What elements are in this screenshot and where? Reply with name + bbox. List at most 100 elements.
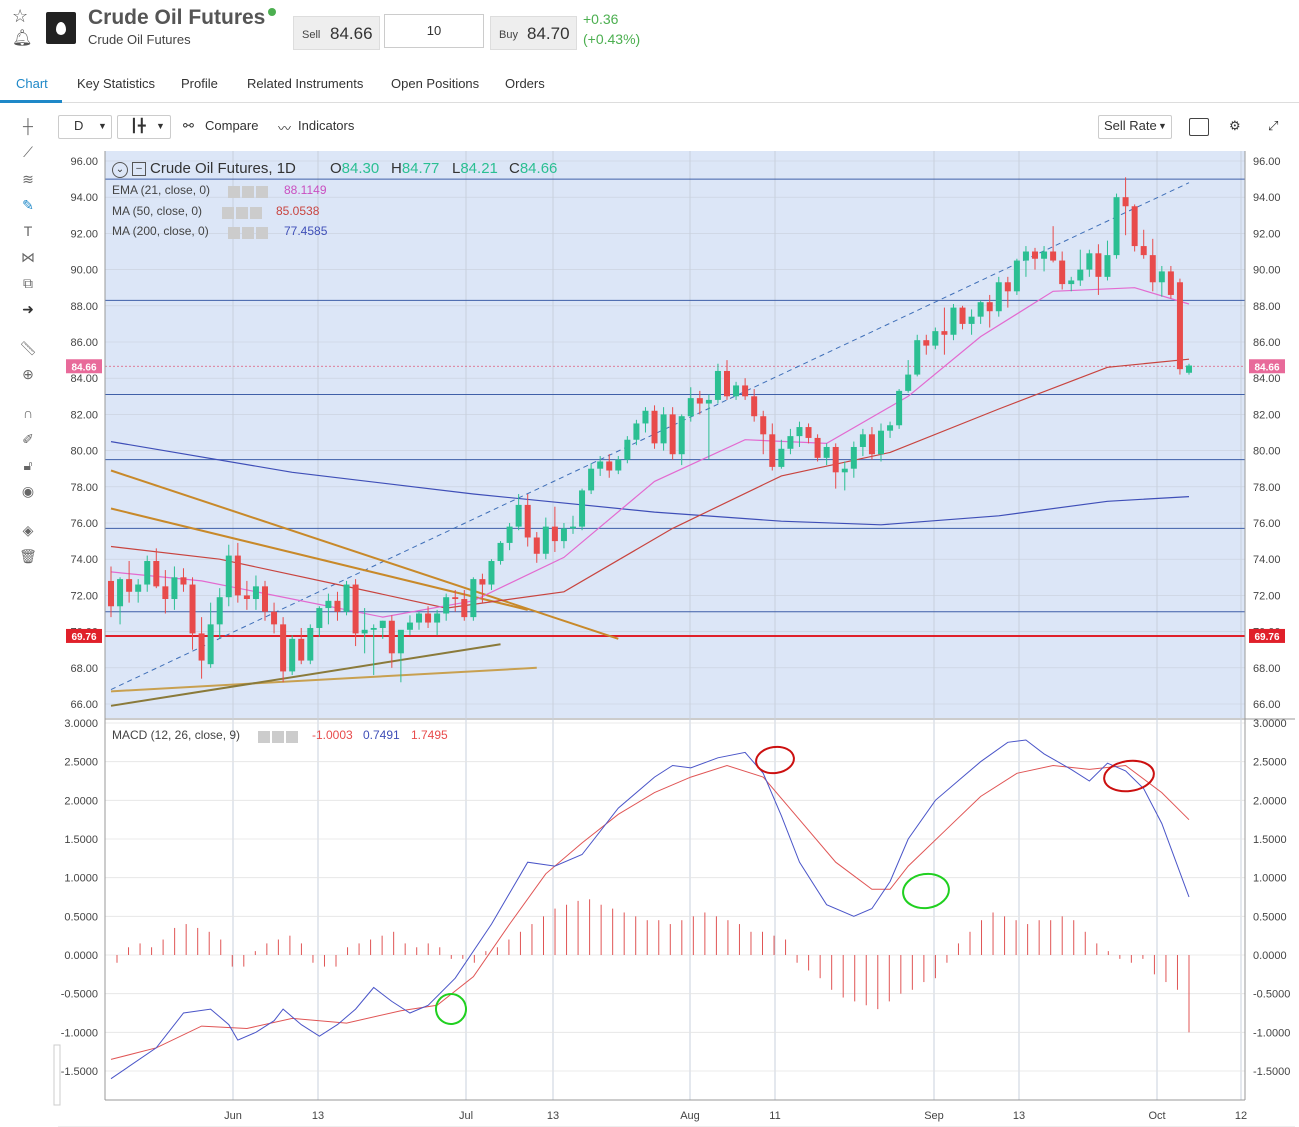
candle-body xyxy=(397,629,404,654)
candle-body xyxy=(280,624,287,672)
chart-type-select[interactable] xyxy=(117,115,171,139)
sell-price: 84.66 xyxy=(330,24,373,43)
candle-body xyxy=(1122,197,1129,207)
candle-body xyxy=(1095,253,1102,277)
pattern-icon[interactable]: ⋈ xyxy=(21,249,35,265)
candle-body xyxy=(923,340,930,346)
bell-icon[interactable]: 🔔︎ xyxy=(12,30,33,47)
candle-body xyxy=(1059,260,1066,285)
trend-line xyxy=(110,469,619,640)
candle-body xyxy=(515,504,522,527)
layers-icon[interactable]: ◈ xyxy=(22,522,34,538)
arrow-icon[interactable]: ➜ xyxy=(22,301,34,317)
macd-pane xyxy=(105,720,1245,1100)
legend-open: O84.30 xyxy=(330,160,379,177)
tab-chart[interactable]: Chart xyxy=(16,76,48,91)
candle-body xyxy=(506,526,513,543)
candle-body xyxy=(370,627,377,630)
buy-button[interactable]: Buy 84.70 xyxy=(490,16,577,50)
macd-axis-label-left: 2.0000 xyxy=(64,795,98,807)
candle-body xyxy=(1158,271,1165,283)
instrument-title: Crude Oil Futures xyxy=(88,6,266,29)
interval-select[interactable] xyxy=(58,115,112,139)
projection-icon[interactable]: ⧉ xyxy=(23,275,33,291)
minimize-icon[interactable]: – xyxy=(132,162,146,176)
tab-key-statistics[interactable]: Key Statistics xyxy=(77,76,156,91)
ma200-controls[interactable] xyxy=(226,225,268,239)
tab-orders[interactable]: Orders xyxy=(505,76,545,91)
ma50-controls[interactable] xyxy=(220,205,262,219)
candle-body xyxy=(470,579,477,618)
price-axis-label-left: 90.00 xyxy=(70,265,98,277)
expand-icon[interactable]: ⤢ xyxy=(1268,118,1279,133)
candle-body xyxy=(416,613,422,623)
price-axis-label-left: 68.00 xyxy=(70,663,98,675)
fullscreen-toggle[interactable] xyxy=(1189,118,1209,136)
market-open-indicator xyxy=(268,8,276,16)
close-label: C xyxy=(509,160,520,177)
eye-icon[interactable]: ◉ xyxy=(21,483,35,499)
text-icon[interactable]: T xyxy=(23,223,33,239)
fib-icon[interactable]: ≋ xyxy=(22,171,34,187)
ruler-icon[interactable]: 📏︎ xyxy=(19,340,37,356)
star-icon[interactable]: ☆ xyxy=(12,6,29,26)
brush-icon[interactable]: ✎ xyxy=(22,197,34,213)
gear-icon[interactable]: ⚙ xyxy=(1229,118,1241,133)
macd-controls[interactable] xyxy=(256,729,298,743)
indicators-button[interactable]: Indicators xyxy=(298,118,355,133)
macd-axis-label-right: 2.0000 xyxy=(1253,795,1287,807)
candle-body xyxy=(325,600,332,609)
candle-body xyxy=(334,600,341,612)
candle-body xyxy=(479,579,486,585)
lock-drawings-icon[interactable]: ✐ xyxy=(22,431,34,447)
candle-body xyxy=(1022,251,1029,261)
candle-body xyxy=(615,459,622,471)
ma50-legend[interactable]: MA (50, close, 0) 85.0538 xyxy=(112,204,319,219)
ma200-value: 77.4585 xyxy=(284,224,328,238)
candle-body xyxy=(760,416,767,435)
candle-body xyxy=(678,416,685,455)
tab-open-positions[interactable]: Open Positions xyxy=(391,76,480,91)
trash-icon[interactable]: 🗑︎ xyxy=(19,548,37,564)
sell-button[interactable]: Sell 84.66 xyxy=(293,16,380,50)
ma200-legend[interactable]: MA (200, close, 0) 77.4585 xyxy=(112,224,327,239)
collapse-icon[interactable]: ⌄ xyxy=(112,162,128,178)
magnet-icon[interactable]: ∩ xyxy=(22,405,34,421)
macd-line xyxy=(110,739,1190,1080)
candle-body xyxy=(724,370,730,397)
time-axis-label: Jul xyxy=(459,1110,473,1122)
lock-icon[interactable]: 🔓︎ xyxy=(23,457,33,473)
candle-body xyxy=(769,434,776,467)
price-axis-label-left: 76.00 xyxy=(70,518,98,530)
zoom-in-icon[interactable]: ⊕ xyxy=(22,366,34,382)
instrument-header: ☆ 🔔︎ Crude Oil Futures Crude Oil Futures… xyxy=(0,0,1299,64)
macd-axis-label-right: 2.5000 xyxy=(1253,757,1287,769)
compare-button[interactable]: Compare xyxy=(205,118,259,133)
quantity-input[interactable]: 10 xyxy=(384,14,484,48)
rate-select[interactable] xyxy=(1098,115,1172,139)
macd-legend[interactable]: MACD (12, 26, close, 9) -1.0003 0.7491 1… xyxy=(112,728,448,743)
tab-profile[interactable]: Profile xyxy=(181,76,218,91)
trend-line-icon[interactable]: ⟋ xyxy=(23,144,33,160)
macd-axis-label-right: 1.0000 xyxy=(1253,873,1287,885)
candle-body xyxy=(108,580,114,607)
candle-body xyxy=(488,561,495,585)
candle-body xyxy=(542,526,549,554)
ema-controls[interactable] xyxy=(226,184,268,198)
candle-body xyxy=(868,434,875,455)
price-axis-label-right: 68.00 xyxy=(1253,663,1281,675)
tab-related-instruments[interactable]: Related Instruments xyxy=(247,76,364,91)
legend-low: L84.21 xyxy=(452,160,498,177)
last-price-marker-left-text: 84.66 xyxy=(71,362,96,373)
interval-value: D xyxy=(74,118,84,133)
ema-legend[interactable]: EMA (21, close, 0) 88.1149 xyxy=(112,183,327,198)
candle-body xyxy=(778,448,785,467)
candle-body xyxy=(388,620,395,654)
crosshair-icon[interactable]: ┼ xyxy=(23,118,33,134)
price-axis-label-left: 82.00 xyxy=(70,409,98,421)
price-axis-label-left: 74.00 xyxy=(70,554,98,566)
candle-body xyxy=(307,627,314,661)
support-marker-left-text: 69.76 xyxy=(71,632,96,643)
candle-body xyxy=(995,282,1002,312)
